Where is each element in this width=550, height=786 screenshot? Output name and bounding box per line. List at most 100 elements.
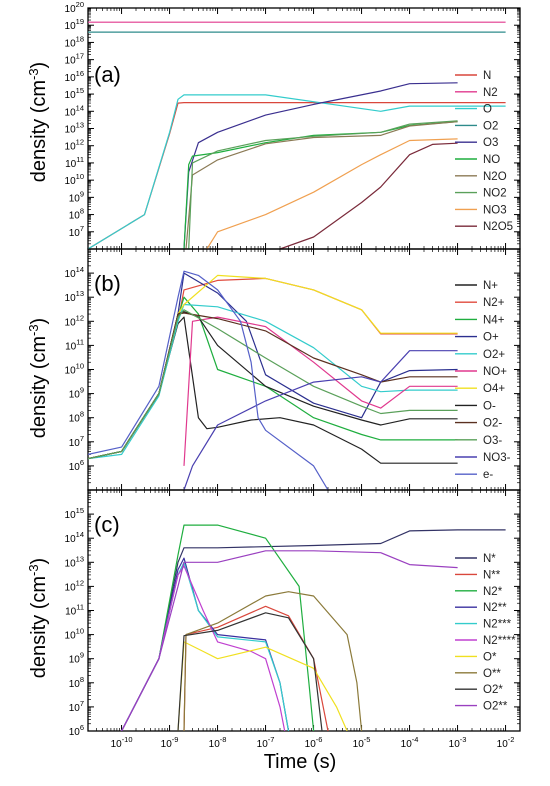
y-axis-title-mid: density (cm-3) [26, 318, 50, 438]
y-tick-label: 106 [69, 723, 84, 738]
y-tick-exponent: 17 [76, 52, 84, 61]
y-tick-label: 1016 [65, 69, 84, 84]
x-tick-label: 10-7 [257, 735, 275, 750]
y-tick-exponent: 20 [76, 0, 84, 9]
legend-label: NO [483, 154, 500, 166]
y-tick-exponent: 13 [76, 121, 84, 130]
y-tick-base: 10 [65, 293, 77, 304]
y-title-close: ) [28, 558, 50, 565]
x-tick-exponent: -9 [172, 735, 179, 744]
panel-frame [87, 489, 521, 732]
y-tick-base: 10 [65, 341, 77, 352]
x-tick-exponent: -6 [316, 735, 323, 744]
y-tick-exponent: 11 [76, 603, 84, 612]
y-tick-exponent: 12 [76, 578, 84, 587]
x-tick-base: 10 [353, 739, 365, 750]
x-tick-exponent: -5 [364, 735, 371, 744]
y-tick-base: 10 [65, 366, 77, 377]
series-line-O+ [88, 272, 458, 460]
legend-label: O** [483, 668, 501, 680]
y-tick-base: 10 [65, 534, 77, 545]
legend-label: O2- [483, 418, 502, 430]
y-tick-exponent: 10 [76, 627, 84, 636]
series-group [121, 524, 506, 731]
x-tick-exponent: -4 [412, 735, 419, 744]
x-tick-label: 10-8 [209, 735, 227, 750]
legend-label: N2* [483, 586, 503, 598]
legend-label: N4+ [483, 314, 505, 326]
legend-label: O2* [483, 684, 503, 696]
y-tick-base: 10 [69, 390, 81, 401]
y-tick-label: 108 [69, 207, 84, 222]
panel-1: 10610710810910101011101210131014N+N2+N4+… [65, 248, 521, 491]
y-tick-label: 1014 [65, 265, 84, 280]
series-line-O* [177, 641, 348, 731]
series-group [88, 270, 458, 490]
x-tick-exponent: -2 [508, 735, 515, 744]
y-tick-label: 1015 [65, 506, 84, 521]
svg-text:density (cm-3): density (cm-3) [26, 318, 50, 438]
series-line-e- [88, 270, 329, 490]
legend-label: O2 [483, 120, 498, 132]
y-tick-label: 1015 [65, 86, 84, 101]
y-tick-base: 10 [65, 631, 77, 642]
legend-label: O+ [483, 332, 499, 344]
y-tick-label: 107 [69, 224, 84, 239]
panel-2: 10610710810910101011101210131014101510-1… [65, 489, 521, 750]
y-tick-label: 1017 [65, 52, 84, 67]
y-tick-base: 10 [65, 269, 77, 280]
y-tick-base: 10 [65, 607, 77, 618]
panel-tag: (b) [94, 271, 121, 296]
legend-label: N2**** [483, 635, 516, 647]
y-tick-exponent: 18 [76, 34, 84, 43]
y-tick-label: 1010 [65, 172, 84, 187]
y-tick-base: 10 [65, 125, 77, 136]
y-tick-exponent: 13 [76, 289, 84, 298]
panel-frame [87, 7, 521, 250]
series-line-O4+ [88, 274, 458, 460]
y-title-main: density (cm [28, 80, 50, 182]
x-tick-exponent: -10 [122, 735, 133, 744]
x-axis-title: Time (s) [264, 751, 337, 773]
y-tick-base: 10 [65, 107, 77, 118]
legend-label: N2** [483, 602, 507, 614]
y-tick-label: 1010 [65, 362, 84, 377]
y-tick-exponent: 14 [76, 530, 84, 539]
x-tick-base: 10 [305, 739, 317, 750]
svg-text:density (cm-3): density (cm-3) [26, 558, 50, 678]
legend-label: O2+ [483, 349, 505, 361]
y-tick-label: 1014 [65, 103, 84, 118]
x-tick-base: 10 [449, 739, 461, 750]
y-tick-base: 10 [65, 176, 77, 187]
y-tick-base: 10 [69, 703, 81, 714]
y-tick-base: 10 [65, 21, 77, 32]
panel-tag: (a) [94, 62, 121, 87]
y-tick-label: 108 [69, 410, 84, 425]
legend-label: NO+ [483, 366, 507, 378]
y-tick-exponent: 10 [76, 362, 84, 371]
x-tick-label: 10-2 [497, 735, 515, 750]
y-tick-label: 1013 [65, 554, 84, 569]
series-line-N2+ [88, 277, 458, 460]
x-tick-base: 10 [257, 739, 269, 750]
y-tick-exponent: 16 [76, 69, 84, 78]
y-title-sup: -3 [26, 564, 41, 576]
legend-label: NO3- [483, 452, 511, 464]
y-tick-exponent: 19 [76, 17, 84, 26]
x-tick-label: 10-9 [161, 735, 179, 750]
y-tick-exponent: 8 [80, 207, 84, 216]
series-line-N2O5 [279, 142, 458, 249]
series-line-N2O [185, 121, 458, 249]
y-tick-base: 10 [65, 4, 77, 15]
y-tick-exponent: 14 [76, 103, 84, 112]
y-tick-exponent: 14 [76, 265, 84, 274]
y-tick-label: 1013 [65, 121, 84, 136]
y-title-sup: -3 [26, 68, 41, 80]
panel-0: 1071081091010101110121013101410151016101… [65, 0, 521, 250]
y-tick-label: 109 [69, 651, 84, 666]
legend-label: N2*** [483, 619, 512, 631]
y-tick-label: 1012 [65, 313, 84, 328]
panels: 1071081091010101110121013101410151016101… [65, 0, 521, 750]
y-tick-exponent: 15 [76, 86, 84, 95]
series-line-O3- [88, 309, 458, 460]
